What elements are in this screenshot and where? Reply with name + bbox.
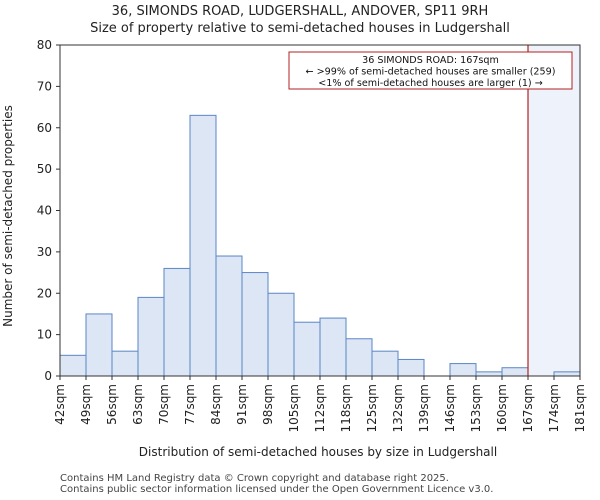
y-tick-label: 80 — [37, 38, 52, 52]
histogram-bar — [319, 317, 347, 377]
chart-title-line-1: 36, SIMONDS ROAD, LUDGERSHALL, ANDOVER, … — [111, 4, 489, 19]
histogram-bar — [475, 371, 503, 377]
x-tick-label: 181sqm — [573, 384, 587, 432]
histogram-bar — [449, 363, 477, 377]
x-tick-label: 139sqm — [417, 384, 431, 432]
y-tick-label: 0 — [44, 369, 52, 383]
histogram-bar — [137, 296, 165, 377]
x-tick-label: 112sqm — [313, 384, 327, 432]
annotation-line-2: ← >99% of semi-detached houses are small… — [306, 67, 556, 78]
x-tick-label: 70sqm — [157, 384, 171, 425]
annotation-line-3: <1% of semi-detached houses are larger (… — [318, 78, 543, 89]
x-tick-label: 146sqm — [443, 384, 457, 432]
histogram-bar — [345, 338, 373, 377]
x-tick-label: 98sqm — [261, 384, 275, 425]
y-tick-label: 40 — [37, 204, 52, 218]
footer-copyright: Contains HM Land Registry data © Crown c… — [60, 473, 449, 484]
histogram-bar — [501, 367, 529, 377]
x-tick-label: 167sqm — [521, 384, 535, 432]
x-tick-label: 56sqm — [105, 384, 119, 425]
chart-title-line-2: Size of property relative to semi-detach… — [90, 21, 510, 36]
y-tick-label: 50 — [37, 162, 52, 176]
y-tick-label: 30 — [37, 245, 52, 259]
larger-region-shade — [528, 45, 580, 376]
y-tick-label: 10 — [37, 328, 52, 342]
y-tick-label: 60 — [37, 121, 52, 135]
histogram-bar — [371, 350, 399, 377]
x-tick-label: 153sqm — [469, 384, 483, 432]
histogram-bar — [293, 321, 321, 377]
histogram-bar — [241, 272, 269, 377]
histogram-bar — [215, 255, 243, 377]
histogram-bar — [397, 358, 425, 377]
x-tick-label: 84sqm — [209, 384, 223, 425]
y-axis-label: Number of semi-detached properties — [1, 105, 15, 327]
x-tick-label: 132sqm — [391, 384, 405, 432]
histogram-bar — [85, 313, 113, 377]
histogram-bar — [163, 267, 191, 377]
x-tick-label: 174sqm — [547, 384, 561, 432]
annotation-line-1: 36 SIMONDS ROAD: 167sqm — [362, 55, 499, 66]
annotation-box — [288, 51, 573, 90]
x-tick-label: 49sqm — [79, 384, 93, 425]
y-tick-label: 20 — [37, 286, 52, 300]
histogram-bar — [189, 114, 217, 377]
histogram-bar — [553, 371, 581, 377]
x-tick-label: 42sqm — [53, 384, 67, 425]
x-tick-label: 63sqm — [131, 384, 145, 425]
x-tick-label: 91sqm — [235, 384, 249, 425]
histogram-bar — [267, 292, 295, 377]
x-axis-label: Distribution of semi-detached houses by … — [139, 445, 497, 459]
x-tick-label: 77sqm — [183, 384, 197, 425]
x-tick-label: 118sqm — [339, 384, 353, 432]
y-tick-label: 70 — [37, 79, 52, 93]
histogram-bar — [111, 350, 139, 377]
histogram-bar — [59, 354, 87, 377]
x-tick-label: 125sqm — [365, 384, 379, 432]
x-tick-label: 160sqm — [495, 384, 509, 432]
footer-licence: Contains public sector information licen… — [60, 484, 494, 495]
x-tick-label: 105sqm — [287, 384, 301, 432]
